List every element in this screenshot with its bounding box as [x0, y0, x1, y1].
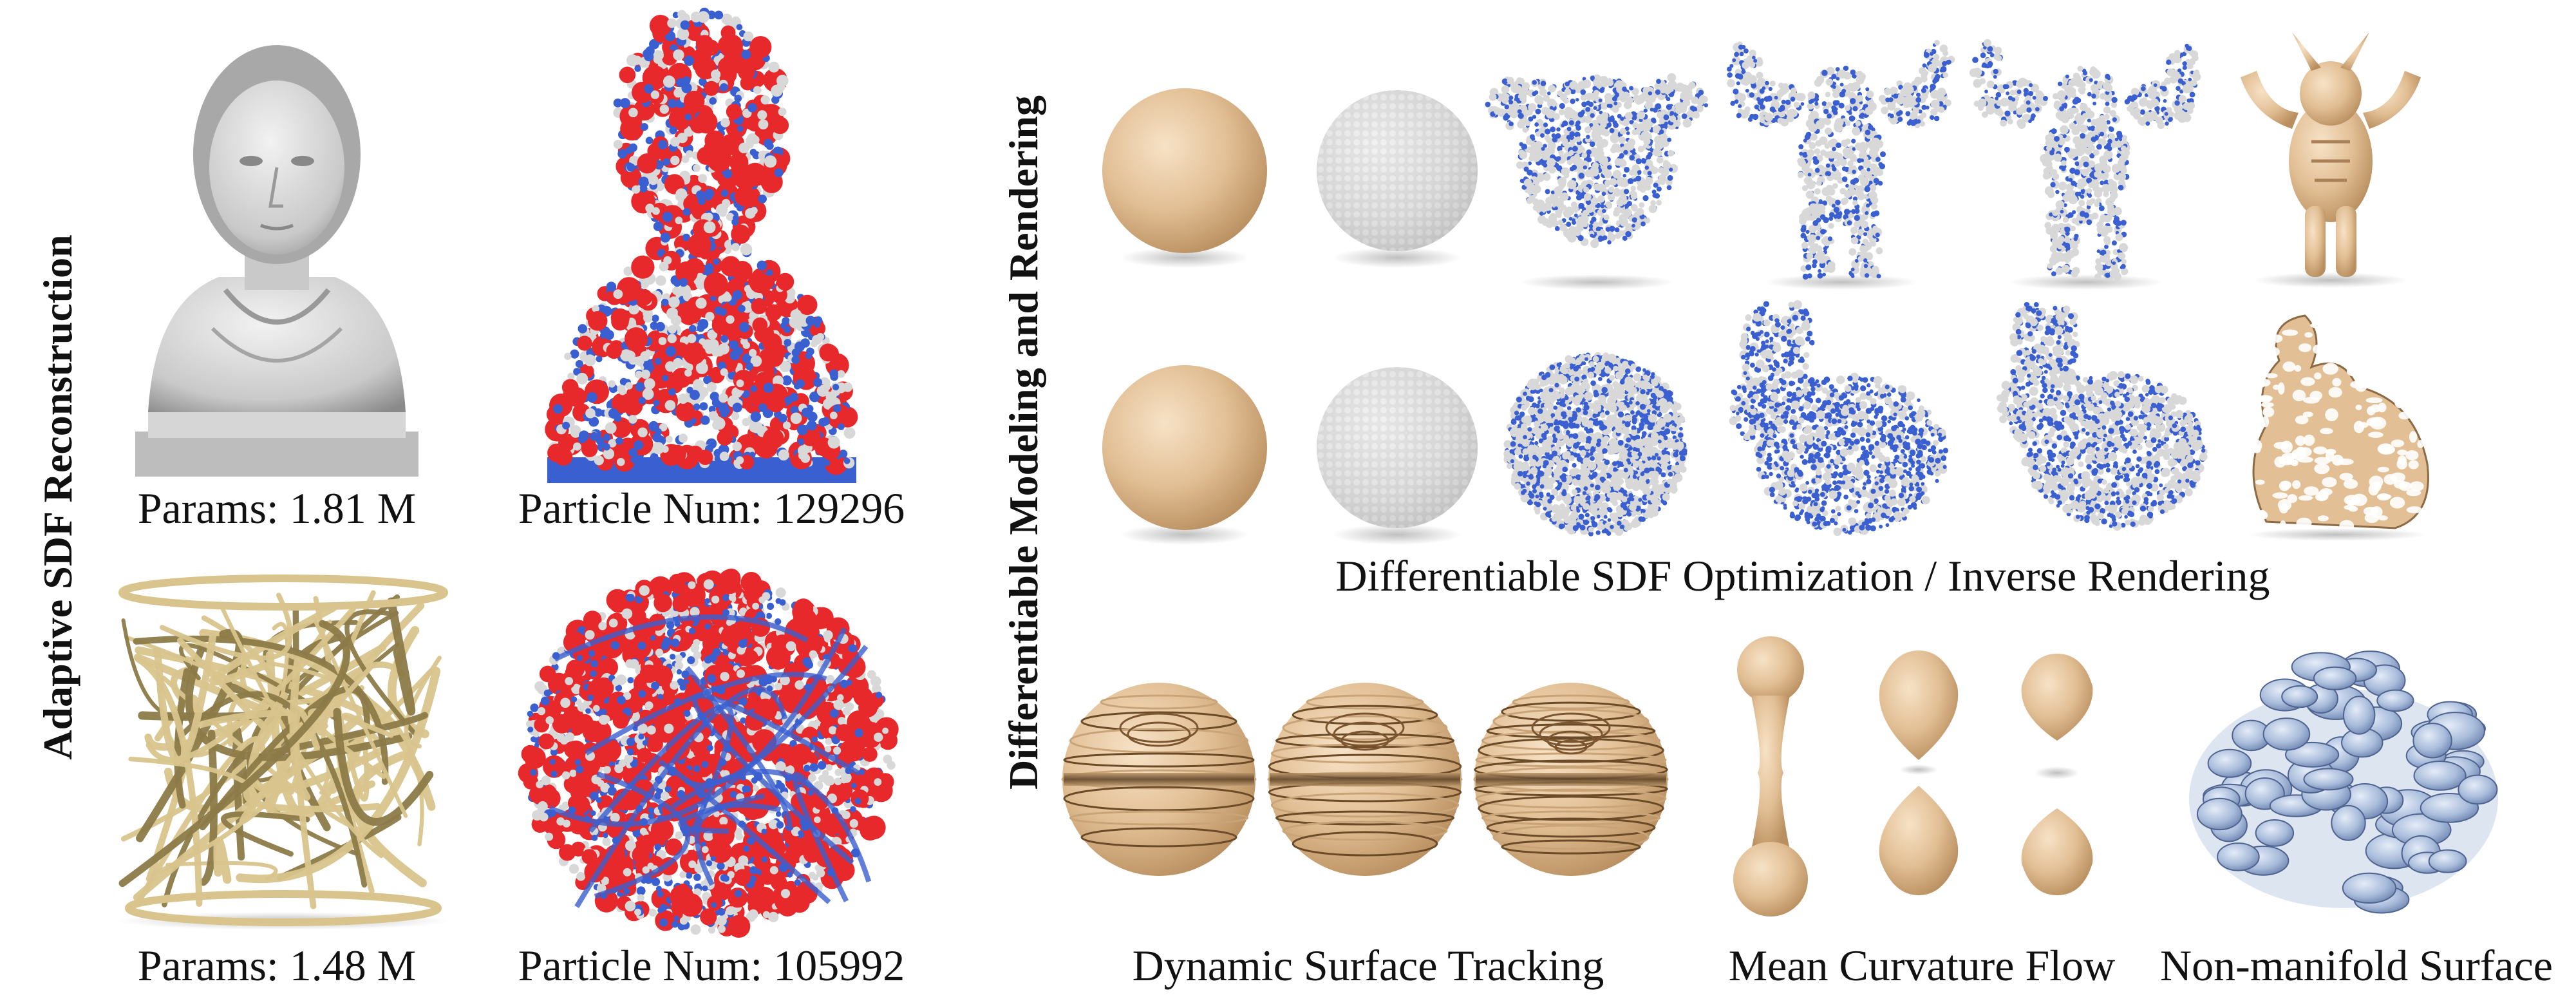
non-manifold-render	[2189, 650, 2498, 914]
vase-render	[116, 574, 451, 930]
vase-params-caption: Params: 1.48 M	[137, 941, 417, 990]
bust-params-caption: Params: 1.81 M	[137, 484, 417, 533]
vase-particles-render	[518, 568, 899, 938]
tracking-stage-3	[1473, 683, 1669, 876]
bunny-stage-1	[1503, 352, 1688, 536]
bunny-stage-3	[1997, 302, 2208, 531]
armadillo-stage-1	[1485, 73, 1708, 290]
tracking-stage-1	[1061, 683, 1257, 876]
armadillo-target	[2241, 32, 2421, 288]
left-section-label: Adaptive SDF Reconstruction	[35, 234, 80, 760]
bunny-target-lattice	[2247, 314, 2429, 541]
right-section-label: Differentiable Modeling and Rendering	[1001, 95, 1046, 790]
tan-sphere-1	[1102, 88, 1267, 268]
tracking-stage-2	[1267, 683, 1463, 876]
vase-particles-caption: Particle Num: 105992	[518, 941, 905, 990]
armadillo-stage-3	[1969, 39, 2201, 290]
armadillo-stage-2	[1727, 39, 1955, 290]
tan-sphere-2	[1102, 365, 1267, 545]
bust-render	[135, 45, 418, 477]
bust-particles-render	[545, 7, 858, 483]
curvature-flow-renders	[1733, 636, 2093, 916]
bunny-stage-2	[1729, 299, 1949, 536]
bust-particles-caption: Particle Num: 129296	[518, 484, 905, 533]
grid-sphere-2	[1317, 367, 1478, 545]
grid-sphere-1	[1317, 90, 1478, 268]
nonmanifold-caption: Non-manifold Surface	[2160, 941, 2553, 990]
curvature-caption: Mean Curvature Flow	[1728, 941, 2116, 990]
optimization-caption: Differentiable SDF Optimization / Invers…	[1335, 551, 2270, 600]
tracking-caption: Dynamic Surface Tracking	[1132, 941, 1604, 990]
